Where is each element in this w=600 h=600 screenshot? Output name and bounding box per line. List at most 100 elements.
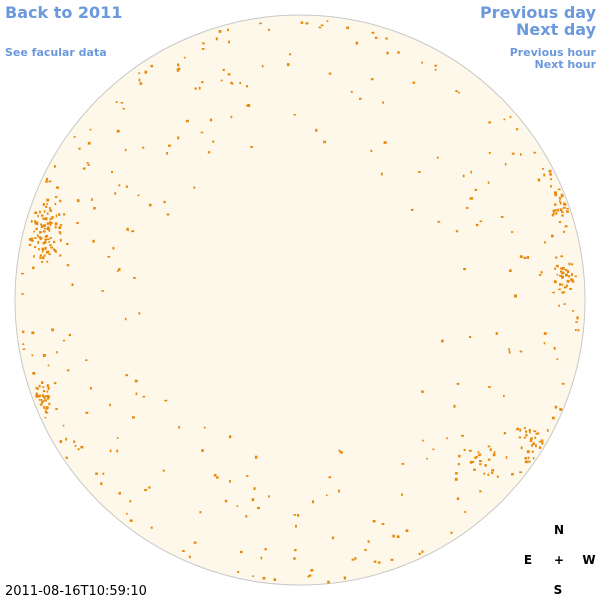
facular-point (144, 489, 148, 492)
facular-point (351, 558, 355, 561)
facular-point (54, 226, 57, 229)
facular-point (207, 151, 211, 154)
facular-point (457, 463, 460, 466)
facular-point (42, 230, 46, 233)
facular-point (458, 91, 460, 94)
facular-point (509, 116, 512, 119)
facular-point (273, 578, 277, 582)
facular-point (42, 224, 46, 227)
facular-point (315, 128, 318, 132)
facular-point (533, 430, 537, 433)
facular-point (122, 108, 125, 110)
facular-point (230, 81, 233, 84)
facular-point (32, 372, 36, 375)
facular-point (568, 262, 571, 266)
facular-point (109, 403, 111, 407)
facular-point (38, 248, 40, 251)
facular-point (339, 451, 343, 454)
facular-point (562, 291, 566, 293)
facular-point (112, 246, 115, 250)
facular-point (251, 498, 255, 502)
facular-point (561, 382, 565, 385)
facular-point (462, 174, 465, 178)
next-day-link[interactable]: Next day (516, 20, 597, 39)
facular-point (76, 222, 79, 225)
facular-point (293, 557, 296, 560)
facular-point (41, 399, 43, 401)
facular-point (31, 239, 34, 242)
facular-point (125, 185, 129, 188)
facular-point (533, 151, 536, 154)
facular-point (568, 275, 571, 278)
facular-point (116, 270, 119, 272)
facular-point (564, 225, 568, 228)
facular-point (555, 211, 558, 215)
compass-north: N (554, 523, 564, 537)
facular-point (261, 65, 264, 68)
facular-point (109, 449, 112, 453)
facular-point (410, 208, 414, 211)
facular-point (559, 283, 561, 286)
facular-point (247, 103, 251, 107)
facular-point (531, 444, 533, 447)
facular-point (236, 505, 239, 507)
facular-point (503, 118, 506, 121)
facular-point (559, 267, 563, 270)
facular-point (531, 450, 534, 453)
facular-point (558, 288, 561, 291)
facular-point (201, 48, 205, 50)
back-link[interactable]: Back to 2011 (5, 3, 122, 22)
facular-point (306, 22, 309, 24)
facular-point (132, 416, 135, 419)
facular-point (116, 437, 119, 439)
facular-point (370, 78, 374, 81)
facular-point (59, 224, 63, 226)
facular-point (537, 178, 541, 182)
facular-point (47, 395, 50, 399)
facular-point (541, 441, 544, 445)
facular-point (474, 456, 477, 459)
facular-point (245, 515, 248, 518)
facular-point (454, 477, 458, 481)
facular-point (46, 198, 50, 202)
facular-point (560, 255, 564, 258)
facular-point (554, 256, 558, 259)
facular-link[interactable]: See facular data (5, 46, 107, 59)
facular-point (89, 128, 92, 131)
facular-point (47, 388, 50, 390)
facular-point (538, 446, 542, 450)
facular-point (224, 499, 228, 503)
next-hour-link[interactable]: Next hour (535, 58, 597, 71)
facular-point (421, 61, 423, 64)
facular-point (503, 432, 506, 435)
facular-point (523, 436, 526, 439)
facular-point (297, 514, 300, 517)
facular-point (338, 489, 341, 493)
facular-point (471, 460, 475, 463)
facular-point (504, 163, 507, 166)
facular-point (327, 580, 330, 584)
facular-point (252, 575, 255, 578)
facular-point (37, 234, 39, 237)
facular-point (44, 410, 47, 413)
facular-point (544, 241, 547, 244)
facular-point (46, 177, 49, 181)
compass-center: + (554, 553, 564, 567)
facular-point (115, 101, 118, 103)
facular-point (21, 272, 24, 275)
facular-point (561, 283, 564, 286)
facular-point (46, 384, 49, 388)
facular-point (565, 269, 568, 272)
facular-point (62, 424, 65, 427)
facular-point (237, 571, 240, 574)
previous-hour-link[interactable]: Previous hour (510, 46, 597, 59)
facular-point (566, 207, 569, 210)
facular-point (554, 405, 558, 409)
facular-point (320, 24, 324, 27)
previous-day-link[interactable]: Previous day (480, 3, 597, 22)
facular-point (43, 254, 46, 257)
facular-point (519, 471, 522, 474)
facular-point (551, 416, 555, 420)
facular-point (559, 201, 562, 205)
facular-point (44, 238, 47, 241)
